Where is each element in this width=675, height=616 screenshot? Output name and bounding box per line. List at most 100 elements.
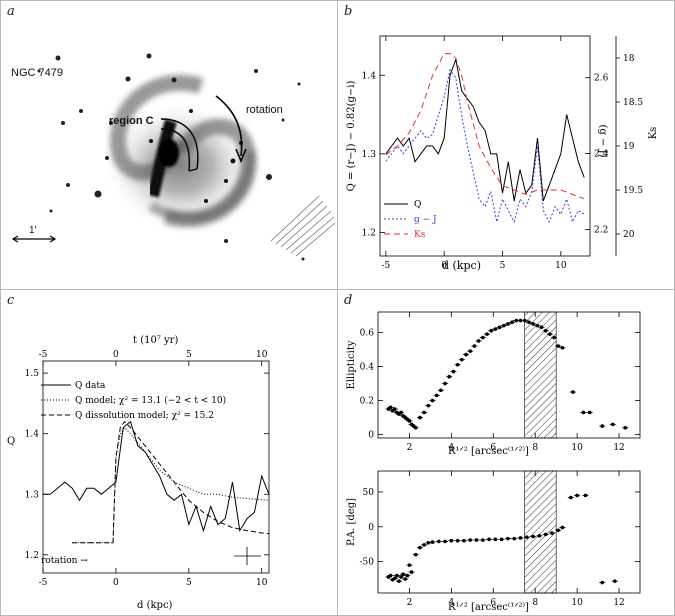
d-bottom-point <box>512 536 517 541</box>
d-bottom-point <box>418 545 422 550</box>
panel-d-bottom-plot: 2 4 6 8 10 12 -50 0 50 <box>360 470 641 608</box>
panel-b-y-right1-label: (g − J) <box>597 125 608 158</box>
panel-b-xtick-label: 10 <box>555 261 567 271</box>
d-bottom-point <box>399 575 403 579</box>
d-top-point <box>493 327 498 331</box>
d-bottom-point <box>474 538 479 542</box>
d-bottom-point <box>462 538 466 543</box>
d-bottom-point <box>556 528 561 533</box>
rotation-label: rotation <box>246 104 283 116</box>
panel-c-series-Q-data <box>43 420 270 533</box>
d-bottom-point <box>600 580 605 585</box>
panel-c-top-axis-label: t (10⁷ yr) <box>133 335 178 346</box>
d-top-point <box>560 345 565 350</box>
d-top-point <box>464 352 468 357</box>
d-top-point <box>531 322 535 326</box>
panel-c-ytick-label: 1.5 <box>25 369 40 379</box>
d-bottom-ytick-label: -50 <box>360 558 375 568</box>
d-top-xtick-label: 4 <box>448 443 454 453</box>
d-bottom-point <box>395 573 399 578</box>
d-top-point <box>460 357 464 362</box>
d-top-point <box>552 335 556 340</box>
d-bottom-point <box>537 534 542 538</box>
d-top-point <box>518 318 523 323</box>
d-bottom-point <box>499 537 504 542</box>
panel-c-top-tick-label: -5 <box>39 350 48 360</box>
d-bottom-point <box>487 537 491 542</box>
d-bottom-point <box>481 538 485 542</box>
panel-d-svg: 2 4 6 8 10 12 0 0.2 0.4 0.6 2 4 6 8 10 12 -50 0 50 Ellipt… <box>346 311 641 613</box>
panel-b-xtick-label: 5 <box>500 261 506 271</box>
legend-gj: g − J <box>414 215 437 225</box>
d-bottom-point <box>518 536 523 540</box>
d-top-xtick-label: 10 <box>571 443 583 453</box>
d-bottom-point <box>430 540 435 544</box>
panel-b-series-Q <box>385 57 585 202</box>
d-top-point <box>522 318 527 323</box>
d-bottom-point <box>569 495 573 500</box>
d-top-point <box>485 332 489 336</box>
d-top-point <box>497 325 502 330</box>
error-bar <box>234 547 261 565</box>
d-bottom-point <box>506 536 510 541</box>
d-bottom-xtick-label: 10 <box>571 598 583 608</box>
d-top-xtick-label: 2 <box>407 443 413 453</box>
d-top-point <box>600 424 605 428</box>
galaxy-name: NGC 7479 <box>11 67 63 79</box>
panel-c-top-tick-label: 5 <box>186 350 192 360</box>
d-top-point <box>388 405 393 410</box>
d-bottom-point <box>392 576 397 581</box>
panel-b-xtick-label: -5 <box>381 261 390 271</box>
panel-d-bottom-ylabel: P.A. [deg] <box>346 498 357 546</box>
panel-c-series-Q-dissolution-model <box>72 420 270 544</box>
d-bottom-point <box>583 493 588 498</box>
d-bottom-xtick-label: 4 <box>448 598 454 608</box>
d-bottom-point <box>613 579 617 583</box>
d-top-frame <box>377 311 641 439</box>
d-top-point <box>610 422 615 427</box>
d-top-shaded-region <box>524 311 557 439</box>
edge-streaks <box>270 195 336 257</box>
d-top-point <box>581 410 586 415</box>
d-top-point <box>510 320 514 325</box>
rotation-note: rotation → <box>41 556 88 566</box>
d-top-point <box>472 344 477 348</box>
panel-c-ytick-label: 1.4 <box>25 430 40 440</box>
d-top-point <box>451 369 456 374</box>
panel-c-xtick-label: 0 <box>113 578 119 588</box>
region-c-label: region C <box>109 115 154 127</box>
d-top-ytick-label: 0.6 <box>360 328 375 338</box>
panel-b-ytick-label: 1.4 <box>362 71 377 81</box>
d-top-point <box>439 388 443 393</box>
d-top-point <box>506 322 510 326</box>
d-top-point <box>501 323 506 328</box>
field-stars <box>37 53 305 261</box>
panel-c-y-label: Q <box>7 436 15 447</box>
d-top-point <box>587 410 592 415</box>
d-top-point <box>548 332 552 336</box>
d-top-point <box>434 393 439 398</box>
d-top-point <box>514 318 519 323</box>
region-c-outline <box>160 118 199 172</box>
d-top-point <box>489 328 493 333</box>
d-top-ytick-label: 0.2 <box>360 397 374 407</box>
panel-b-chart: b -5 0 5 10 1.2 1.3 1.4 2.2 2.4 2.6 18 18.5 19 19.5 20… <box>337 0 675 290</box>
d-top-ytick-label: 0.4 <box>360 362 375 372</box>
d-bottom-ytick-label: 50 <box>363 488 375 498</box>
panel-b-series-Ks <box>385 53 585 200</box>
panel-b-right2-tick-label: 20 <box>623 230 635 240</box>
d-top-point <box>443 381 447 386</box>
panel-c-svg: -5 0 5 10 -5 0 5 10 1.2 1.3 1.4 1.5 t (10⁷ yr) d (k… <box>7 335 270 611</box>
d-bottom-point <box>455 538 460 543</box>
d-top-point <box>399 410 403 415</box>
panel-b-ytick-label: 1.3 <box>362 150 377 160</box>
panel-b-right2-tick-label: 18.5 <box>623 98 643 108</box>
panel-b-frame <box>379 35 591 257</box>
d-bottom-point <box>401 572 405 576</box>
d-bottom-ytick-label: 0 <box>368 523 374 533</box>
panel-b-ytick-label: 1.2 <box>362 228 376 238</box>
d-top-ytick-label: 0 <box>368 431 374 441</box>
d-bottom-point <box>531 534 535 539</box>
legend-ks: Ks <box>414 230 426 240</box>
panel-b-y-right2-label: Ks <box>648 127 659 140</box>
